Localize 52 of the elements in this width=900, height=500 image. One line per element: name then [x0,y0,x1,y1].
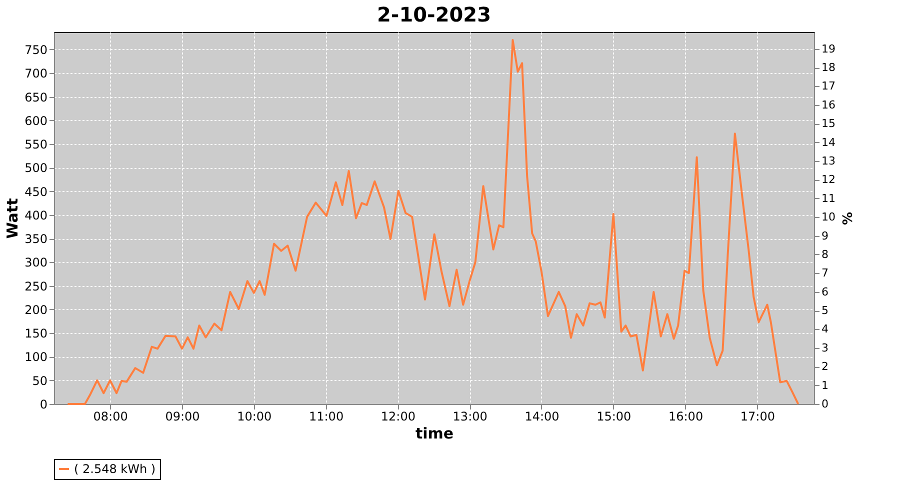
y-tick-label: 300 [24,256,48,270]
y-tick-label: 350 [24,232,48,246]
y2-tick-label: 7 [822,266,828,280]
y-tick-label: 600 [24,114,48,128]
y-tick-label: 200 [24,302,48,317]
x-tick-label: 16:00 [668,410,704,424]
y2-tick-label: 3 [822,341,828,354]
x-tick-label: 11:00 [308,410,344,424]
y-tick-label: 100 [24,350,48,364]
x-tick-label: 14:00 [524,410,560,424]
y2-tick-label: 4 [822,322,828,336]
line-series [66,39,800,405]
x-tick-label: 13:00 [452,410,488,424]
y-tick-label: 150 [24,326,48,341]
y2-tick-label: 10 [822,210,836,224]
y-tick-label: 500 [24,161,48,176]
y2-tick-label: 1 [822,378,828,392]
y-tick-label: 650 [24,90,48,104]
y-axis-title: Watt [4,198,22,239]
y2-tick-label: 19 [822,42,836,56]
y2-tick-label: 13 [822,154,836,168]
y-tick-label: 700 [24,66,48,81]
y-tick-label: 550 [24,138,48,152]
y-tick-label: 250 [24,279,48,294]
y2-tick-label: 14 [822,136,836,149]
x-tick-label: 10:00 [237,410,272,424]
y-tick-label: 750 [24,42,48,57]
y-tick-label: 50 [32,374,48,388]
y2-tick-label: 11 [822,192,836,205]
y2-tick-label: 8 [822,248,828,261]
y2-tick-label: 18 [822,61,836,74]
y-tick-label: 400 [24,208,48,222]
y-tick-label: 0 [40,398,48,412]
x-tick-label: 12:00 [380,410,416,424]
y2-tick-label: 0 [822,398,828,410]
y2-tick-label: 5 [822,304,828,318]
y2-tick-label: 17 [822,80,836,93]
y2-tick-label: 12 [822,173,836,186]
chart-title: 2-10-2023 [376,2,492,26]
x-tick-label: 15:00 [596,410,632,424]
y2-tick-label: 2 [822,360,828,374]
x-tick-label: 08:00 [93,410,128,424]
y2-tick-label: 9 [822,229,828,242]
y-tick-label: 450 [24,184,48,199]
legend-label: ( 2.548 kWh ) [74,462,156,476]
y2-tick-label: 6 [822,285,828,298]
y2-tick-label: 16 [822,98,836,112]
x-tick-label: 09:00 [165,410,200,424]
y2-axis-title: % [838,212,854,226]
x-axis-title: time [415,424,454,442]
y2-tick-label: 15 [822,117,836,130]
x-tick-label: 17:00 [740,410,775,424]
